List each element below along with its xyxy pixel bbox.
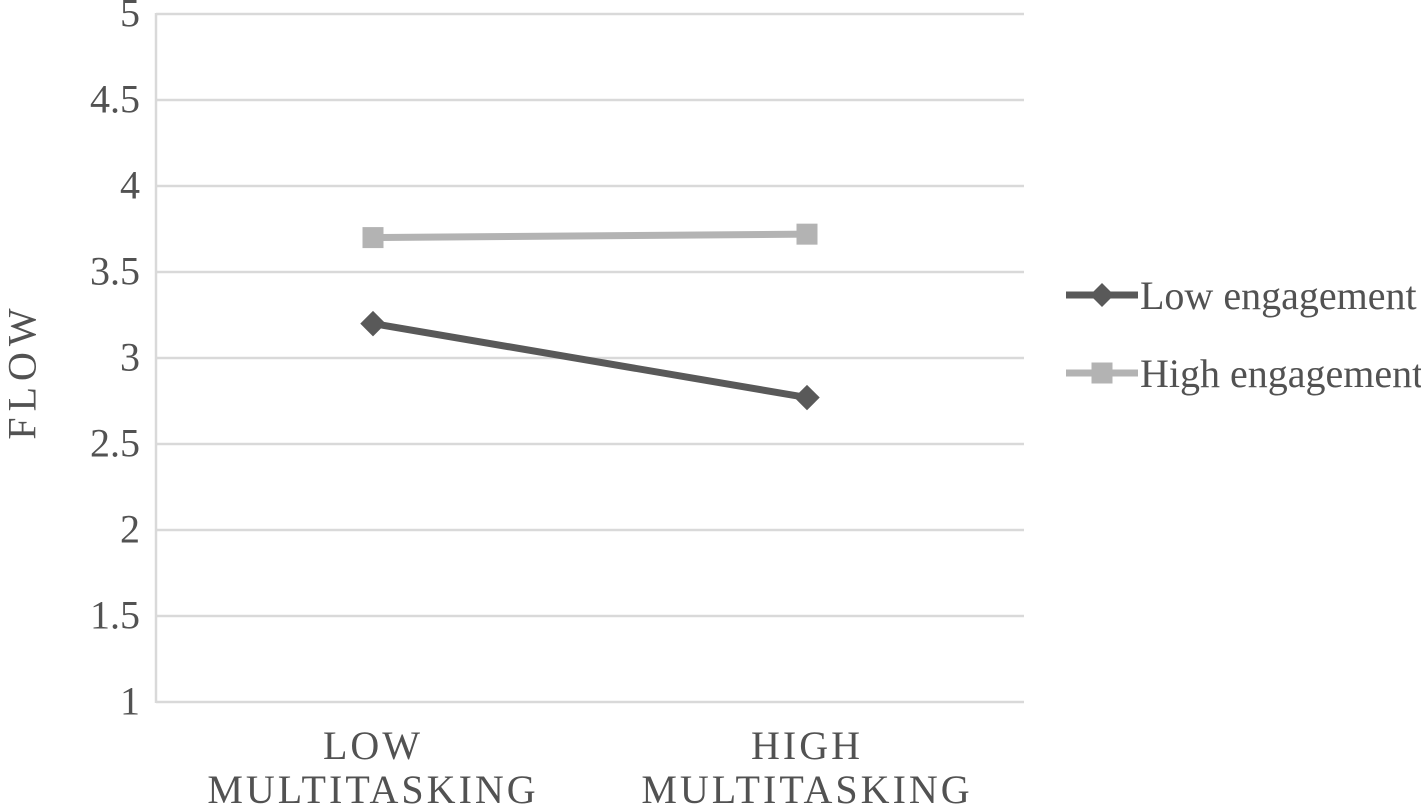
y-axis-ticks: 1 1.5 2 2.5 3 3.5 4 4.5 5 <box>0 0 142 812</box>
y-tick-label: 5 <box>120 0 140 36</box>
y-tick-label: 2.5 <box>90 420 140 466</box>
x-category-line-1: LOW <box>322 723 424 768</box>
x-category-line-2: MULTITASKING <box>641 767 973 812</box>
y-tick-label: 4 <box>120 162 140 208</box>
y-tick-label: 4.5 <box>90 76 140 122</box>
legend-label-high-engagement: High engagement <box>1140 350 1421 396</box>
legend-label-low-engagement: Low engagement <box>1140 272 1417 318</box>
x-category-label-high-multitasking: HIGH MULTITASKING <box>641 724 972 812</box>
legend-item-low-engagement: Low engagement <box>1066 268 1421 322</box>
y-tick-label: 3.5 <box>90 248 140 294</box>
x-category-line-1: HIGH <box>751 723 863 768</box>
y-tick-label: 2 <box>120 506 140 552</box>
legend-item-high-engagement: High engagement <box>1066 346 1421 400</box>
y-tick-label: 1 <box>120 678 140 724</box>
x-category-label-low-multitasking: LOW MULTITASKING <box>207 724 538 812</box>
legend: Low engagement High engagement <box>1066 268 1421 400</box>
y-tick-label: 1.5 <box>90 592 140 638</box>
square-marker-icon <box>1066 362 1138 384</box>
x-category-line-2: MULTITASKING <box>207 767 539 812</box>
diamond-marker-icon <box>1066 282 1138 308</box>
y-tick-label: 3 <box>120 334 140 380</box>
y-axis-title: FLOW <box>0 302 45 440</box>
